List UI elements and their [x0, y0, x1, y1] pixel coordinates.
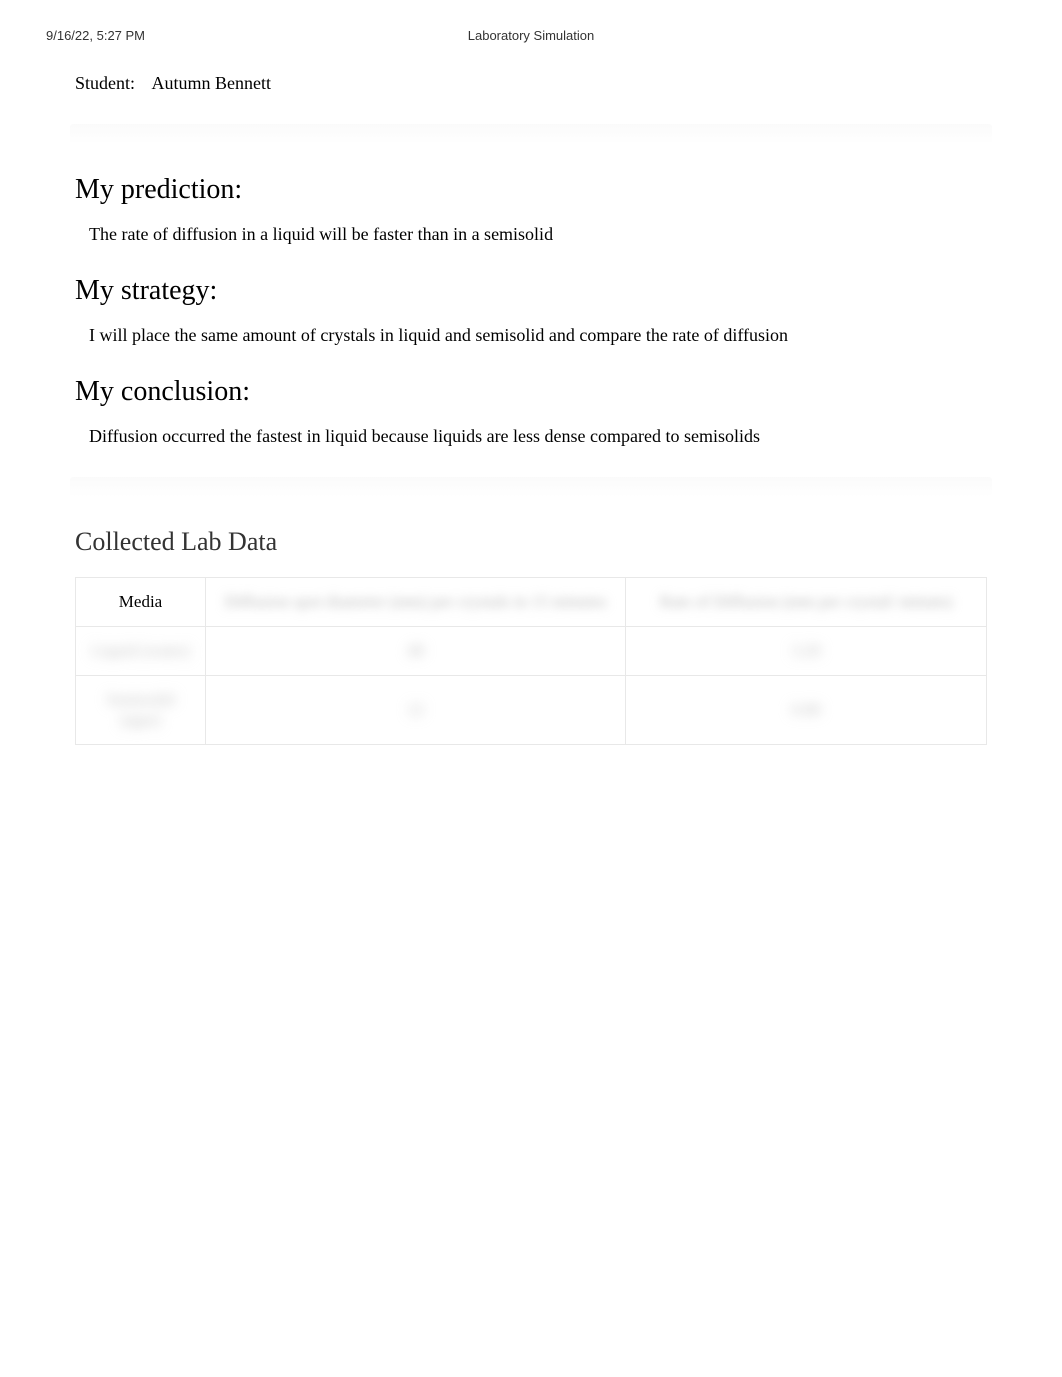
cell-media: Semisolid (agar) [76, 676, 206, 745]
lab-data-table: Media Diffusion spot diameter (mm) per c… [75, 577, 987, 745]
conclusion-heading: My conclusion: [75, 376, 987, 408]
prediction-text: The rate of diffusion in a liquid will b… [89, 224, 987, 245]
divider [70, 477, 992, 497]
column-header-diameter: Diffusion spot diameter (mm) per crystal… [206, 578, 626, 627]
strategy-text: I will place the same amount of crystals… [89, 325, 987, 346]
table-row: Liquid (water) 48 3.20 [76, 627, 987, 676]
cell-rate: 3.20 [626, 627, 987, 676]
student-name: Autumn Bennett [152, 73, 272, 94]
lab-data-heading: Collected Lab Data [75, 527, 987, 557]
column-header-media: Media [76, 578, 206, 627]
strategy-heading: My strategy: [75, 275, 987, 307]
cell-diameter: 48 [206, 627, 626, 676]
prediction-heading: My prediction: [75, 174, 987, 206]
page-title: Laboratory Simulation [468, 28, 594, 43]
cell-media: Liquid (water) [76, 627, 206, 676]
student-label: Student: [75, 73, 135, 94]
cell-rate: 0.80 [626, 676, 987, 745]
timestamp: 9/16/22, 5:27 PM [46, 28, 145, 43]
divider [70, 124, 992, 144]
cell-diameter: 12 [206, 676, 626, 745]
column-header-rate: Rate of Diffusion (mm per crystal/ minut… [626, 578, 987, 627]
table-header-row: Media Diffusion spot diameter (mm) per c… [76, 578, 987, 627]
conclusion-text: Diffusion occurred the fastest in liquid… [89, 426, 987, 447]
table-row: Semisolid (agar) 12 0.80 [76, 676, 987, 745]
student-row: Student: Autumn Bennett [75, 73, 987, 94]
